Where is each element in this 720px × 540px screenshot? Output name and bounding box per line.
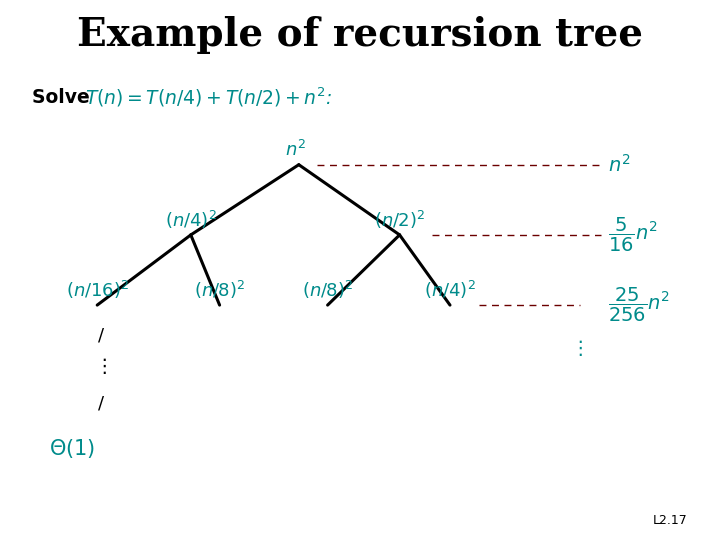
Text: $\dfrac{25}{256}n^2$: $\dfrac{25}{256}n^2$ xyxy=(608,286,670,324)
Text: $\vdots$: $\vdots$ xyxy=(94,356,107,376)
Text: $(n/4)^2$: $(n/4)^2$ xyxy=(424,279,476,301)
Text: $n^2$: $n^2$ xyxy=(608,154,631,176)
Text: Solve: Solve xyxy=(32,87,96,107)
Text: $/$: $/$ xyxy=(96,327,105,345)
Text: $n^2$: $n^2$ xyxy=(284,140,306,160)
Text: $\vdots$: $\vdots$ xyxy=(570,338,582,357)
Text: $(n/2)^2$: $(n/2)^2$ xyxy=(374,208,426,231)
Text: $(n/8)^2$: $(n/8)^2$ xyxy=(194,279,245,301)
Text: $T(n) = T(n/4) + T(n/2) + n^2$:: $T(n) = T(n/4) + T(n/2) + n^2$: xyxy=(85,85,332,109)
Text: $/$: $/$ xyxy=(96,394,105,412)
Text: $\Theta(1)$: $\Theta(1)$ xyxy=(49,437,95,460)
Text: $\dfrac{5}{16}n^2$: $\dfrac{5}{16}n^2$ xyxy=(608,216,658,254)
Text: $(n/4)^2$: $(n/4)^2$ xyxy=(165,208,217,231)
Text: L2.17: L2.17 xyxy=(653,514,688,526)
Text: $(n/8)^2$: $(n/8)^2$ xyxy=(302,279,353,301)
Text: $(n/16)^2$: $(n/16)^2$ xyxy=(66,279,129,301)
Text: Example of recursion tree: Example of recursion tree xyxy=(77,16,643,54)
